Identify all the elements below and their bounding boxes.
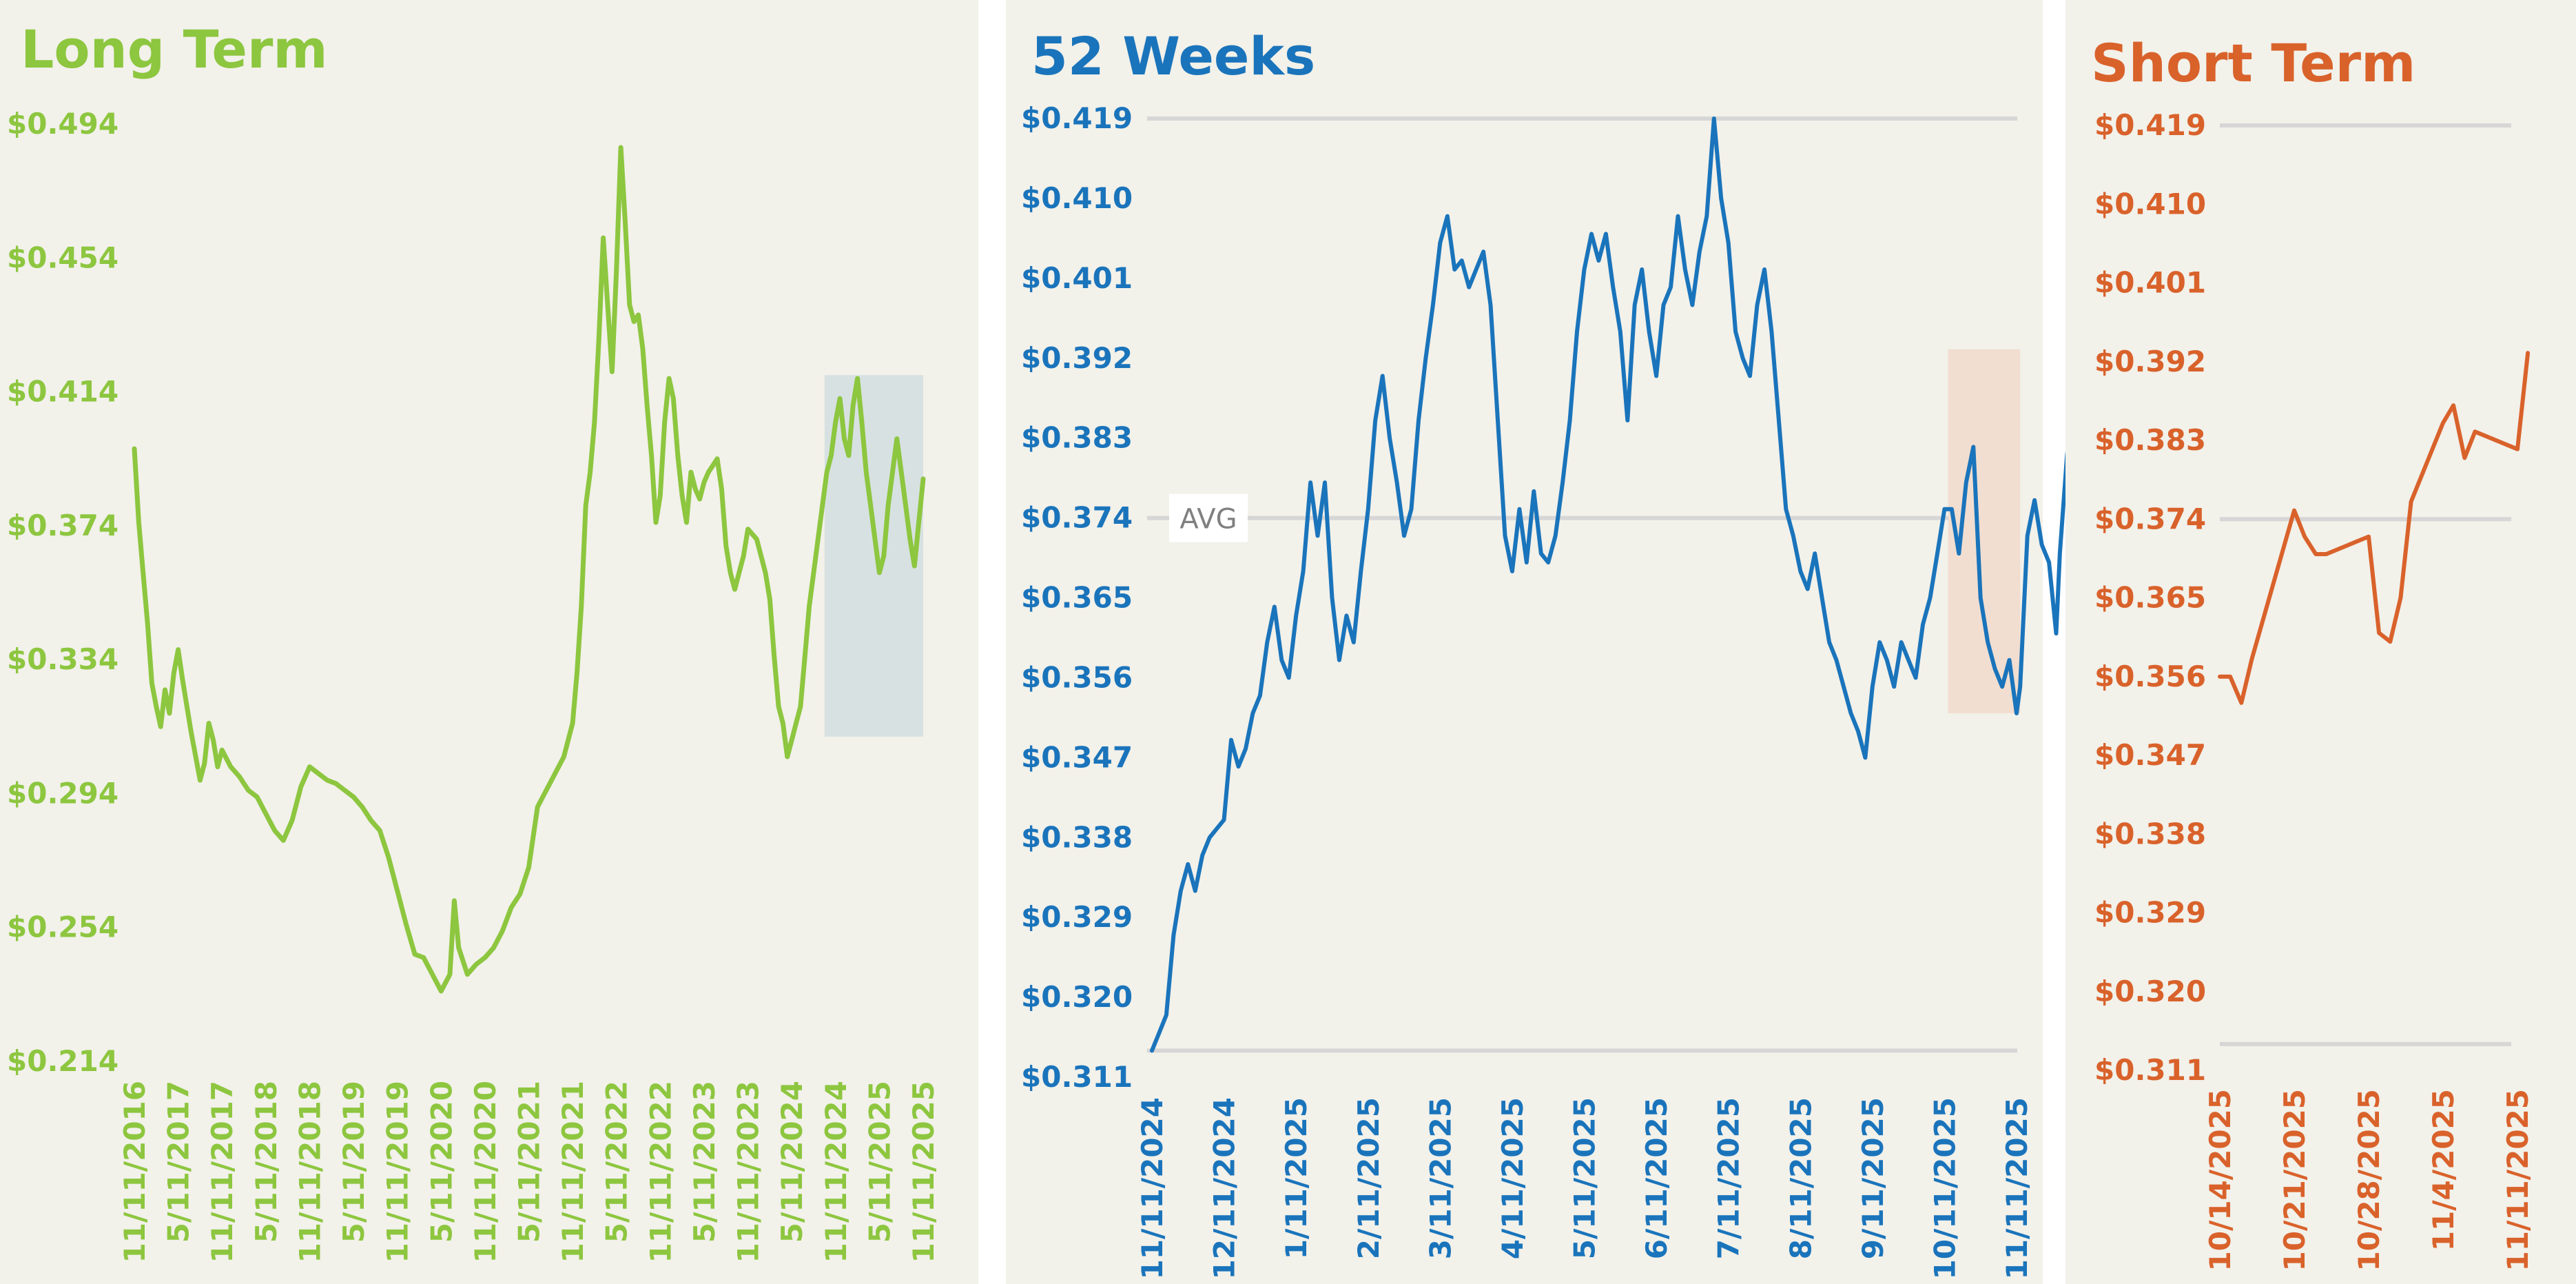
x-tick-label: 11/11/2017 [205, 1081, 239, 1263]
panel-background [2065, 0, 2576, 1284]
x-tick-label: 11/11/2025 [2501, 1089, 2535, 1271]
x-tick-label: 9/11/2025 [1856, 1097, 1890, 1259]
y-tick-label: $0.383 [1021, 421, 1133, 455]
x-tick-label: 5/11/2023 [688, 1081, 721, 1243]
y-tick-label: $0.419 [1021, 101, 1133, 135]
chart-title: Short Term [2091, 32, 2415, 94]
y-tick-label: $0.320 [1021, 980, 1133, 1014]
x-tick-label: 6/11/2025 [1640, 1097, 1673, 1259]
x-tick-label: 12/11/2024 [1208, 1097, 1241, 1279]
x-tick-label: 11/11/2019 [381, 1081, 415, 1263]
y-tick-label: $0.334 [7, 642, 119, 676]
y-tick-label: $0.294 [7, 776, 119, 810]
chart-title: Long Term [21, 19, 328, 80]
y-tick-label: $0.454 [7, 241, 119, 274]
y-tick-label: $0.347 [2094, 738, 2206, 772]
x-tick-label: 5/11/2019 [337, 1081, 371, 1243]
panel-background [1006, 0, 2043, 1284]
x-tick-label: 8/11/2025 [1784, 1097, 1817, 1259]
y-tick-label: $0.374 [2094, 502, 2206, 536]
x-tick-label: 10/14/2025 [2203, 1089, 2237, 1271]
x-tick-label: 1/11/2025 [1279, 1097, 1313, 1259]
long-term-chart: Long Term $0.494 $0.454 $0.414 $0.374 $0.334 $… [0, 0, 978, 1284]
x-tick-label: 11/11/2025 [907, 1081, 940, 1263]
y-tick-label: $0.401 [1021, 261, 1133, 295]
y-tick-label: $0.320 [2094, 975, 2206, 1008]
y-tick-label: $0.311 [1021, 1060, 1133, 1094]
y-tick-label: $0.338 [1021, 820, 1133, 854]
x-tick-label: 5/11/2025 [863, 1081, 896, 1243]
y-tick-label: $0.374 [1021, 501, 1133, 535]
avg-label: AVG [1179, 504, 1237, 536]
x-tick-label: 4/11/2025 [1496, 1097, 1529, 1259]
x-tick-label: 5/11/2024 [775, 1081, 809, 1243]
y-tick-label: $0.254 [7, 910, 119, 944]
x-tick-label: 11/4/2025 [2426, 1089, 2460, 1251]
highlight-region [824, 375, 923, 737]
y-tick-label: $0.338 [2094, 817, 2206, 850]
x-tick-label: 11/11/2016 [118, 1081, 152, 1263]
x-tick-label: 10/28/2025 [2352, 1089, 2386, 1271]
x-tick-label: 11/11/2022 [643, 1081, 677, 1263]
x-tick-label: 5/11/2025 [1568, 1097, 1602, 1259]
x-tick-label: 5/11/2021 [513, 1081, 546, 1243]
x-tick-label: 5/11/2018 [249, 1081, 283, 1243]
y-tick-label: $0.356 [1021, 660, 1133, 694]
y-tick-label: $0.383 [2094, 423, 2206, 457]
y-tick-label: $0.414 [7, 375, 119, 409]
x-tick-label: 11/11/2024 [1135, 1097, 1169, 1279]
x-tick-label: 2/11/2025 [1352, 1097, 1385, 1259]
x-tick-label: 10/11/2025 [1928, 1097, 1961, 1279]
y-tick-label: $0.356 [2094, 660, 2206, 693]
y-tick-label: $0.392 [1021, 341, 1133, 375]
price-series-line [132, 145, 926, 994]
x-tick-label: 11/11/2024 [819, 1081, 853, 1263]
y-tick-label: $0.365 [2094, 581, 2206, 615]
y-tick-label: $0.347 [1021, 740, 1133, 774]
y-tick-label: $0.311 [2094, 1053, 2206, 1087]
y-tick-label: $0.410 [1021, 181, 1133, 215]
price-series-line [1150, 116, 2091, 1053]
x-tick-label: 11/11/2023 [732, 1081, 765, 1263]
short-term-chart: Short Term $0.419 $0.410 $0.401 $0.392 $0.383… [2065, 0, 2576, 1284]
weeks-52-chart: 52 Weeks $0.419 $0.410 $0.401 $0.392 $0.383 $0… [1006, 0, 2091, 1284]
x-tick-label: 11/11/2020 [468, 1081, 502, 1263]
y-tick-label: $0.494 [7, 107, 119, 141]
y-tick-label: $0.419 [2094, 108, 2206, 142]
x-tick-label: 5/11/2020 [424, 1081, 458, 1243]
y-tick-label: $0.329 [1021, 900, 1133, 934]
y-tick-label: $0.365 [1021, 581, 1133, 615]
x-tick-label: 7/11/2025 [1712, 1097, 1746, 1259]
x-tick-label: 5/11/2022 [600, 1081, 634, 1243]
y-tick-label: $0.401 [2094, 266, 2206, 300]
chart-title: 52 Weeks [1031, 26, 1315, 87]
avg-label-box [1169, 493, 1248, 542]
y-tick-label: $0.374 [7, 509, 119, 542]
y-tick-label: $0.214 [7, 1044, 119, 1078]
price-series-line [2218, 351, 2531, 705]
y-tick-label: $0.410 [2094, 187, 2206, 221]
x-tick-label: 11/11/2018 [293, 1081, 327, 1263]
y-tick-label: $0.392 [2094, 345, 2206, 378]
y-tick-label: $0.329 [2094, 896, 2206, 930]
x-tick-label: 11/11/2021 [556, 1081, 590, 1263]
x-tick-label: 5/11/2017 [162, 1081, 196, 1243]
panel-background [0, 0, 978, 1284]
x-tick-label: 10/21/2025 [2278, 1089, 2311, 1271]
x-tick-label: 3/11/2025 [1423, 1097, 1457, 1259]
x-tick-label: 11/11/2025 [2000, 1097, 2034, 1279]
